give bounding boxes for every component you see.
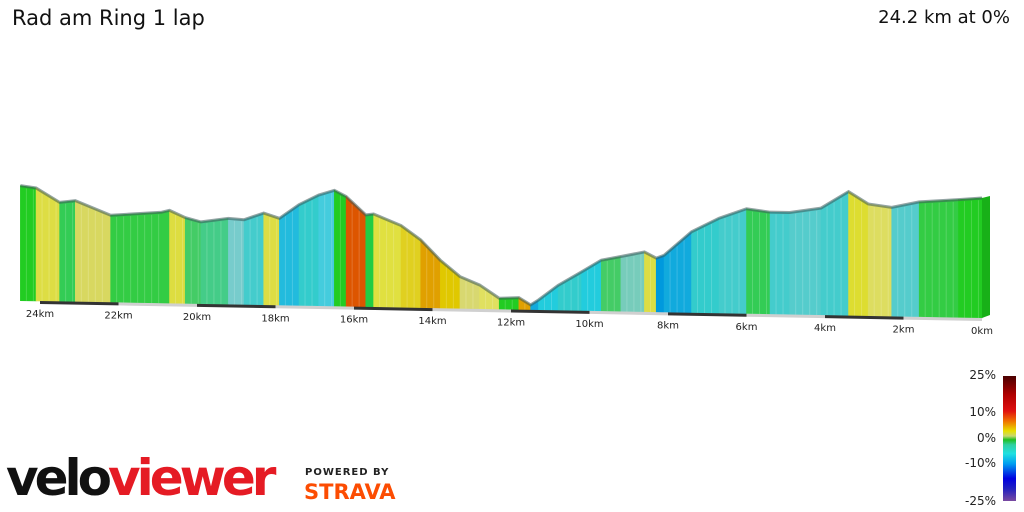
profile-segment (600, 256, 622, 312)
elevation-profile-chart: 24km 22km 20km 18km 16km 14km 12km 10km 8km 6km 4k… (20, 184, 993, 337)
x-tick-label: 16km (340, 315, 368, 326)
x-tick-label: 18km (261, 313, 289, 324)
x-tick-label: 12km (497, 318, 525, 329)
page-title: Rad am Ring 1 lap (12, 6, 205, 30)
axis-bar-segment (118, 302, 197, 307)
legend-label: 25% (969, 368, 996, 382)
profile-segment (891, 201, 920, 318)
x-tick-label: 24km (26, 309, 54, 320)
legend-label: -10% (964, 456, 996, 470)
x-tick-label: 4km (814, 323, 836, 334)
profile-segment (161, 209, 170, 304)
strava-logo[interactable]: STRAVA (304, 480, 396, 504)
profile-segment (581, 259, 602, 312)
x-tick-label: 6km (736, 322, 758, 333)
axis-bar-segment (903, 316, 982, 321)
x-tick-label: 0km (971, 326, 993, 337)
profile-segment (373, 213, 402, 308)
axis-bar-segment (511, 309, 590, 314)
x-tick-label: 10km (575, 319, 603, 330)
axis-bar-segment (825, 315, 904, 320)
profile-segment (848, 191, 869, 317)
x-tick-label: 20km (183, 312, 211, 323)
axis-bar-segment (432, 308, 511, 313)
profile-segment (110, 211, 162, 304)
axis-bar-segment (589, 310, 668, 316)
axis-bar-segment (668, 312, 747, 317)
axis-bar-segment (354, 306, 433, 312)
x-tick-label: 2km (893, 325, 915, 336)
legend-label: 0% (976, 431, 996, 445)
x-tick-label: 8km (657, 320, 679, 331)
legend-label: 10% (969, 405, 996, 419)
axis-bar-segment (746, 313, 825, 319)
profile-segment (298, 194, 319, 307)
axis-bar-segment (40, 301, 119, 306)
gradient-legend-bar (1003, 376, 1016, 501)
profile-segment (718, 208, 747, 315)
profile-segment (75, 200, 111, 303)
profile-top-edge (20, 184, 983, 307)
powered-by-label: POWERED BY (305, 467, 390, 478)
axis-bar-segment (197, 303, 276, 309)
profile-segment (820, 191, 849, 316)
profile-segment (691, 217, 720, 314)
profile-segment (200, 218, 229, 305)
x-tick-label: 22km (104, 310, 132, 321)
logo-text-velo: velo (6, 449, 112, 507)
distance-summary: 24.2 km at 0% (878, 7, 1010, 28)
profile-end-face (982, 196, 990, 318)
axis-bar-segment (275, 305, 354, 310)
profile-segment (655, 254, 665, 313)
logo-text-viewer: viewer (108, 449, 276, 507)
profile-segment (365, 213, 374, 308)
profile-segment (279, 204, 300, 306)
profile-segment (769, 211, 790, 315)
veloviewer-logo[interactable]: veloviewer (6, 449, 276, 507)
x-tick-label: 14km (418, 316, 446, 327)
legend-label: -25% (964, 494, 996, 508)
profile-segment (243, 212, 265, 306)
